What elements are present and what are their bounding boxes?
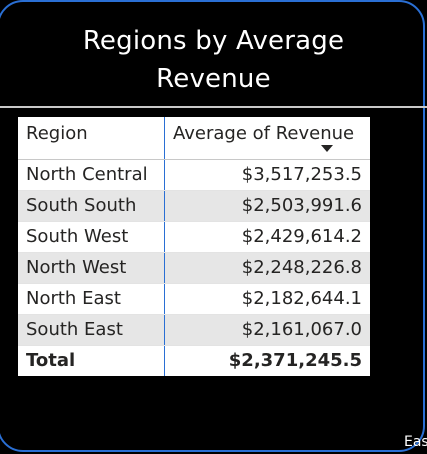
cut-off-label: Eas xyxy=(404,434,427,450)
revenue-cell: $3,517,253.5 xyxy=(164,160,370,190)
table-row[interactable]: North East $2,182,644.1 xyxy=(18,284,370,315)
data-table[interactable]: Region Average of Revenue North Central … xyxy=(18,117,370,376)
column-header-region[interactable]: Region xyxy=(26,123,88,144)
table-row[interactable]: South South $2,503,991.6 xyxy=(18,191,370,222)
region-cell: South South xyxy=(26,195,137,216)
table-row[interactable]: South West $2,429,614.2 xyxy=(18,222,370,253)
table-row[interactable]: North West $2,248,226.8 xyxy=(18,253,370,284)
visual-title: Regions by Average Revenue xyxy=(0,22,427,98)
region-cell: South West xyxy=(26,226,129,247)
revenue-cell: $2,429,614.2 xyxy=(164,222,370,252)
region-cell: North Central xyxy=(26,164,148,185)
revenue-cell: $2,248,226.8 xyxy=(164,253,370,283)
region-cell: North East xyxy=(26,288,121,309)
table-row[interactable]: North Central $3,517,253.5 xyxy=(18,160,370,191)
total-row: Total $2,371,245.5 xyxy=(18,346,370,376)
title-divider xyxy=(0,106,427,108)
region-cell: South East xyxy=(26,319,123,340)
column-header-label: Average of Revenue xyxy=(173,123,355,144)
table-header: Region Average of Revenue xyxy=(18,117,370,160)
total-label: Total xyxy=(26,350,76,371)
sort-descending-icon xyxy=(321,145,333,152)
visual-title-line-1: Regions by Average xyxy=(82,26,345,56)
revenue-cell: $2,503,991.6 xyxy=(164,191,370,221)
revenue-cell: $2,182,644.1 xyxy=(164,284,370,314)
total-value: $2,371,245.5 xyxy=(164,346,370,376)
region-cell: North West xyxy=(26,257,127,278)
revenue-cell: $2,161,067.0 xyxy=(164,315,370,345)
column-header-average-revenue[interactable]: Average of Revenue xyxy=(164,117,370,159)
table-row[interactable]: South East $2,161,067.0 xyxy=(18,315,370,346)
visual-title-line-2: Revenue xyxy=(156,64,271,94)
